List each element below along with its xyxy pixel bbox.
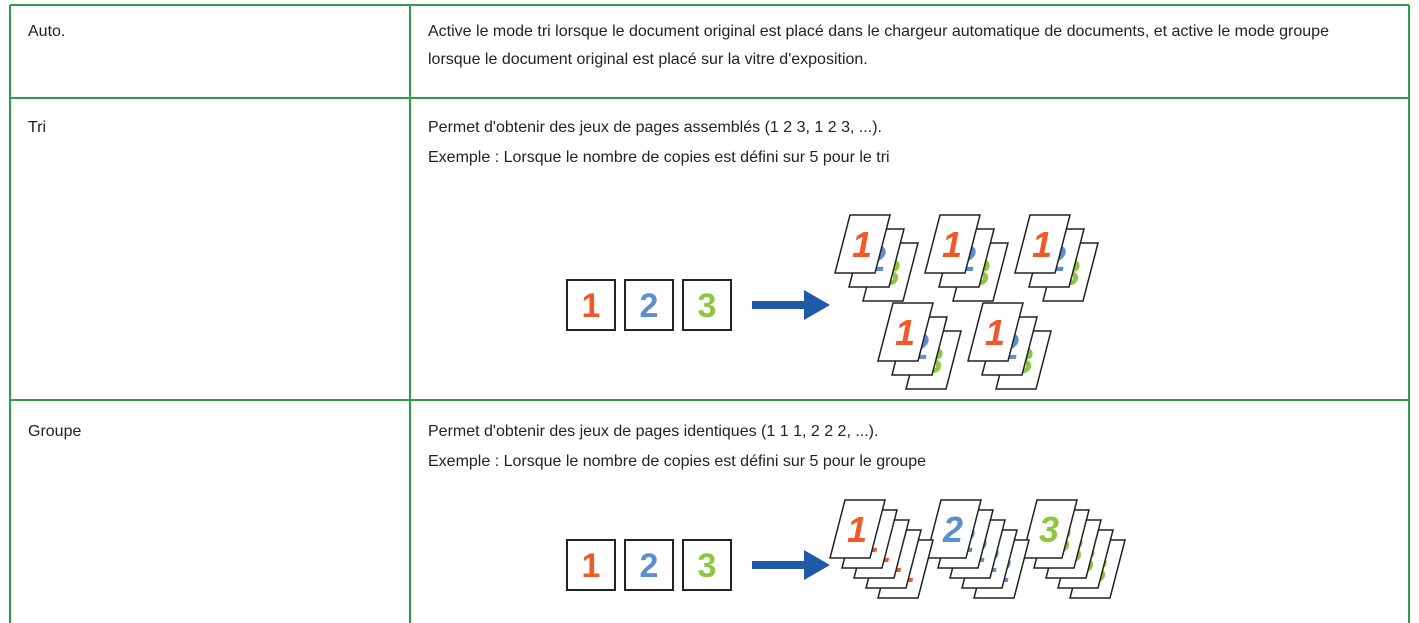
sheet-number: 1: [985, 312, 1005, 353]
original-page: [682, 539, 732, 591]
original-page: [566, 279, 616, 331]
sheet: [1014, 214, 1071, 274]
arrow-head: [804, 550, 830, 580]
sheet: [1021, 499, 1078, 559]
setting: Groupe: [28, 423, 82, 440]
sheet: [925, 499, 982, 559]
page-number: 1: [582, 287, 601, 325]
sheet-number: 1: [852, 224, 872, 265]
original-page: [682, 279, 732, 331]
original-page: [624, 539, 674, 591]
sheet-number: 2: [942, 509, 963, 550]
page-number: 3: [698, 547, 717, 585]
page-number: 2: [640, 547, 659, 585]
description: Permet d'obtenir des jeux de pages ident…: [428, 423, 879, 440]
description: Active le mode tri lorsque le document o…: [428, 23, 1329, 68]
sheet: [834, 214, 891, 274]
sheet-number: 1: [847, 509, 867, 550]
arrow-head: [804, 290, 830, 320]
sheet-number: 1: [1032, 224, 1052, 265]
description: Permet d'obtenir des jeux de pages assem…: [428, 119, 882, 136]
sheet: [924, 214, 981, 274]
sheet: [877, 302, 934, 362]
sheet-number: 3: [1039, 509, 1059, 550]
original-page: [566, 539, 616, 591]
page-number: 1: [582, 547, 601, 585]
sheet-number: 1: [942, 224, 962, 265]
setting: Tri: [28, 119, 47, 136]
sheet: [967, 302, 1024, 362]
page-number: 2: [640, 287, 659, 325]
description: Exemple : Lorsque le nombre de copies es…: [428, 149, 890, 166]
sheet-number: 1: [895, 312, 915, 353]
original-page: [624, 279, 674, 331]
setting: Auto.: [28, 23, 66, 40]
description: Exemple : Lorsque le nombre de copies es…: [428, 453, 927, 470]
page-number: 3: [698, 287, 717, 325]
sheet: [829, 499, 886, 559]
